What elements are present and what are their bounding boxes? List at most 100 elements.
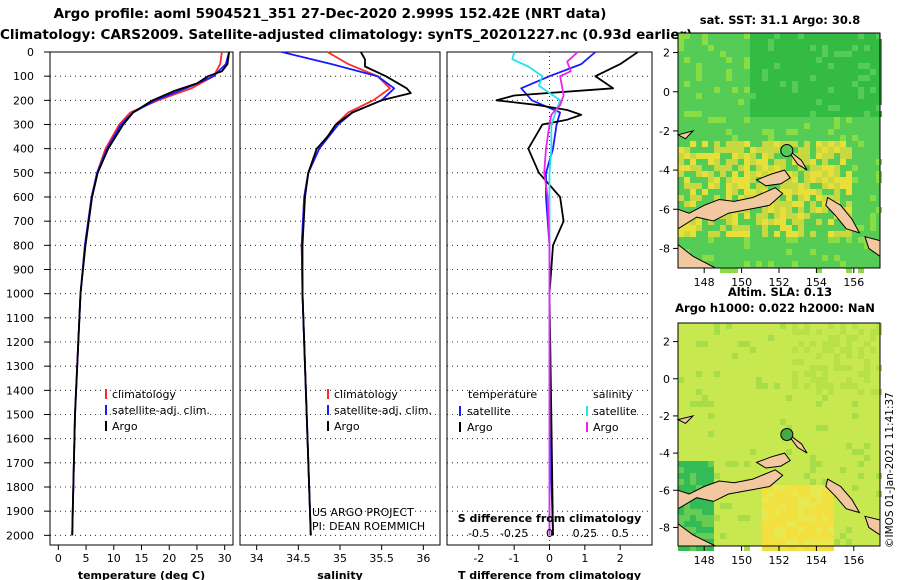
sla-map-cell [732,353,738,359]
sst-map-cell [756,99,762,105]
sla-map-cell [762,491,768,497]
sst-map-cell [792,57,798,63]
sst-map-cell [756,39,762,45]
sst-map-cell [798,93,804,99]
sst-map-cell [726,231,732,237]
sst-map-cell [858,99,864,105]
sst-map-cell [834,117,840,123]
depth-tick-label-11: 1100 [6,312,34,325]
sst-map-cell [780,33,786,39]
sst-map-cell [774,93,780,99]
sla-map-cell [744,341,750,347]
sst-map-cell [678,165,684,171]
sst-map-cell [714,117,720,123]
sla-map-cell [702,509,708,515]
sst-map-cell [726,189,732,195]
sst-map-cell [774,105,780,111]
sla-map-cell [810,485,816,491]
sla-map-cell [804,371,810,377]
sst-map-cell [810,189,816,195]
sst-map-cell [762,39,768,45]
pi-label: PI: DEAN ROEMMICH [312,520,425,533]
sst-map-cell [732,153,738,159]
sst-map-cell [858,225,864,231]
sla-map-ytick-label-5: -8 [659,521,670,534]
sst-map-cell [786,225,792,231]
sla-map-cell [696,521,702,527]
sst-map-cell [684,177,690,183]
sla-map-cell [780,323,786,329]
sst-map-cell [798,87,804,93]
sst-map-cell [696,225,702,231]
sla-map-cell [864,365,870,371]
sla-map-cell [804,509,810,515]
sst-map-cell [762,111,768,117]
sla-map-cell [846,443,852,449]
sla-map-cell [696,545,702,551]
sst-map-cell [852,87,858,93]
sla-map-cell [708,515,714,521]
sst-map-cell [846,183,852,189]
sst-map-cell [798,201,804,207]
sla-map-cell [756,383,762,389]
sst-map-xtick-label-2: 152 [769,276,790,289]
sst-map-cell [786,189,792,195]
sst-map-cell [768,81,774,87]
sla-map-ytick-label-4: -6 [659,484,670,497]
sst-map-cell [804,45,810,51]
sla-map-cell [828,527,834,533]
sst-map-cell [804,111,810,117]
sst-map-cell [732,213,738,219]
sla-map-cell [702,461,708,467]
sst-map-cell [708,219,714,225]
sst-map-cell [762,129,768,135]
sla-map-cell [834,365,840,371]
sst-map-cell [828,183,834,189]
depth-tick-label-10: 1000 [6,288,34,301]
sst-map-cell [846,39,852,45]
sst-map-cell [834,189,840,195]
sst-map-cell [846,63,852,69]
sst-map-cell [786,237,792,243]
sla-map-cell [696,497,702,503]
sst-map-cell [840,141,846,147]
sst-map-cell [792,63,798,69]
sst-map-cell [786,231,792,237]
sla-map-cell [792,485,798,491]
sst-map-cell [792,237,798,243]
sst-map-cell [732,219,738,225]
climatology-title: Climatology: CARS2009. Satellite-adjuste… [0,27,693,43]
sst-map-cell [744,237,750,243]
sst-map-cell [720,51,726,57]
sla-map-cell [816,527,822,533]
sla-map-cell [708,545,714,551]
sst-map-cell [870,57,876,63]
sla-map-cell [678,509,684,515]
sst-map-cell [678,33,684,39]
sst-map-cell [798,147,804,153]
sst-map-cell [804,99,810,105]
sst-map-cell [816,147,822,153]
sst-map-cell [756,87,762,93]
sst-map-cell [690,111,696,117]
sst-map-cell [756,51,762,57]
sst-map-cell [726,183,732,189]
sla-map-cell [720,503,726,509]
sla-map-cell [708,527,714,533]
sst-map-cell [744,231,750,237]
sst-map-cell [684,81,690,87]
sla-map-cell [852,413,858,419]
sla-map-cell [858,473,864,479]
sla-map-cell [762,545,768,551]
sst-map-cell [804,189,810,195]
sst-map-cell [708,183,714,189]
sst-map-cell [816,45,822,51]
sst-map-cell [834,57,840,63]
sst-map-cell [678,231,684,237]
sst-map-cell [804,159,810,165]
sst-map-cell [762,183,768,189]
sst-map-cell [846,69,852,75]
sst-map-cell [750,75,756,81]
sst-map-cell [744,117,750,123]
sla-map-cell [762,383,768,389]
